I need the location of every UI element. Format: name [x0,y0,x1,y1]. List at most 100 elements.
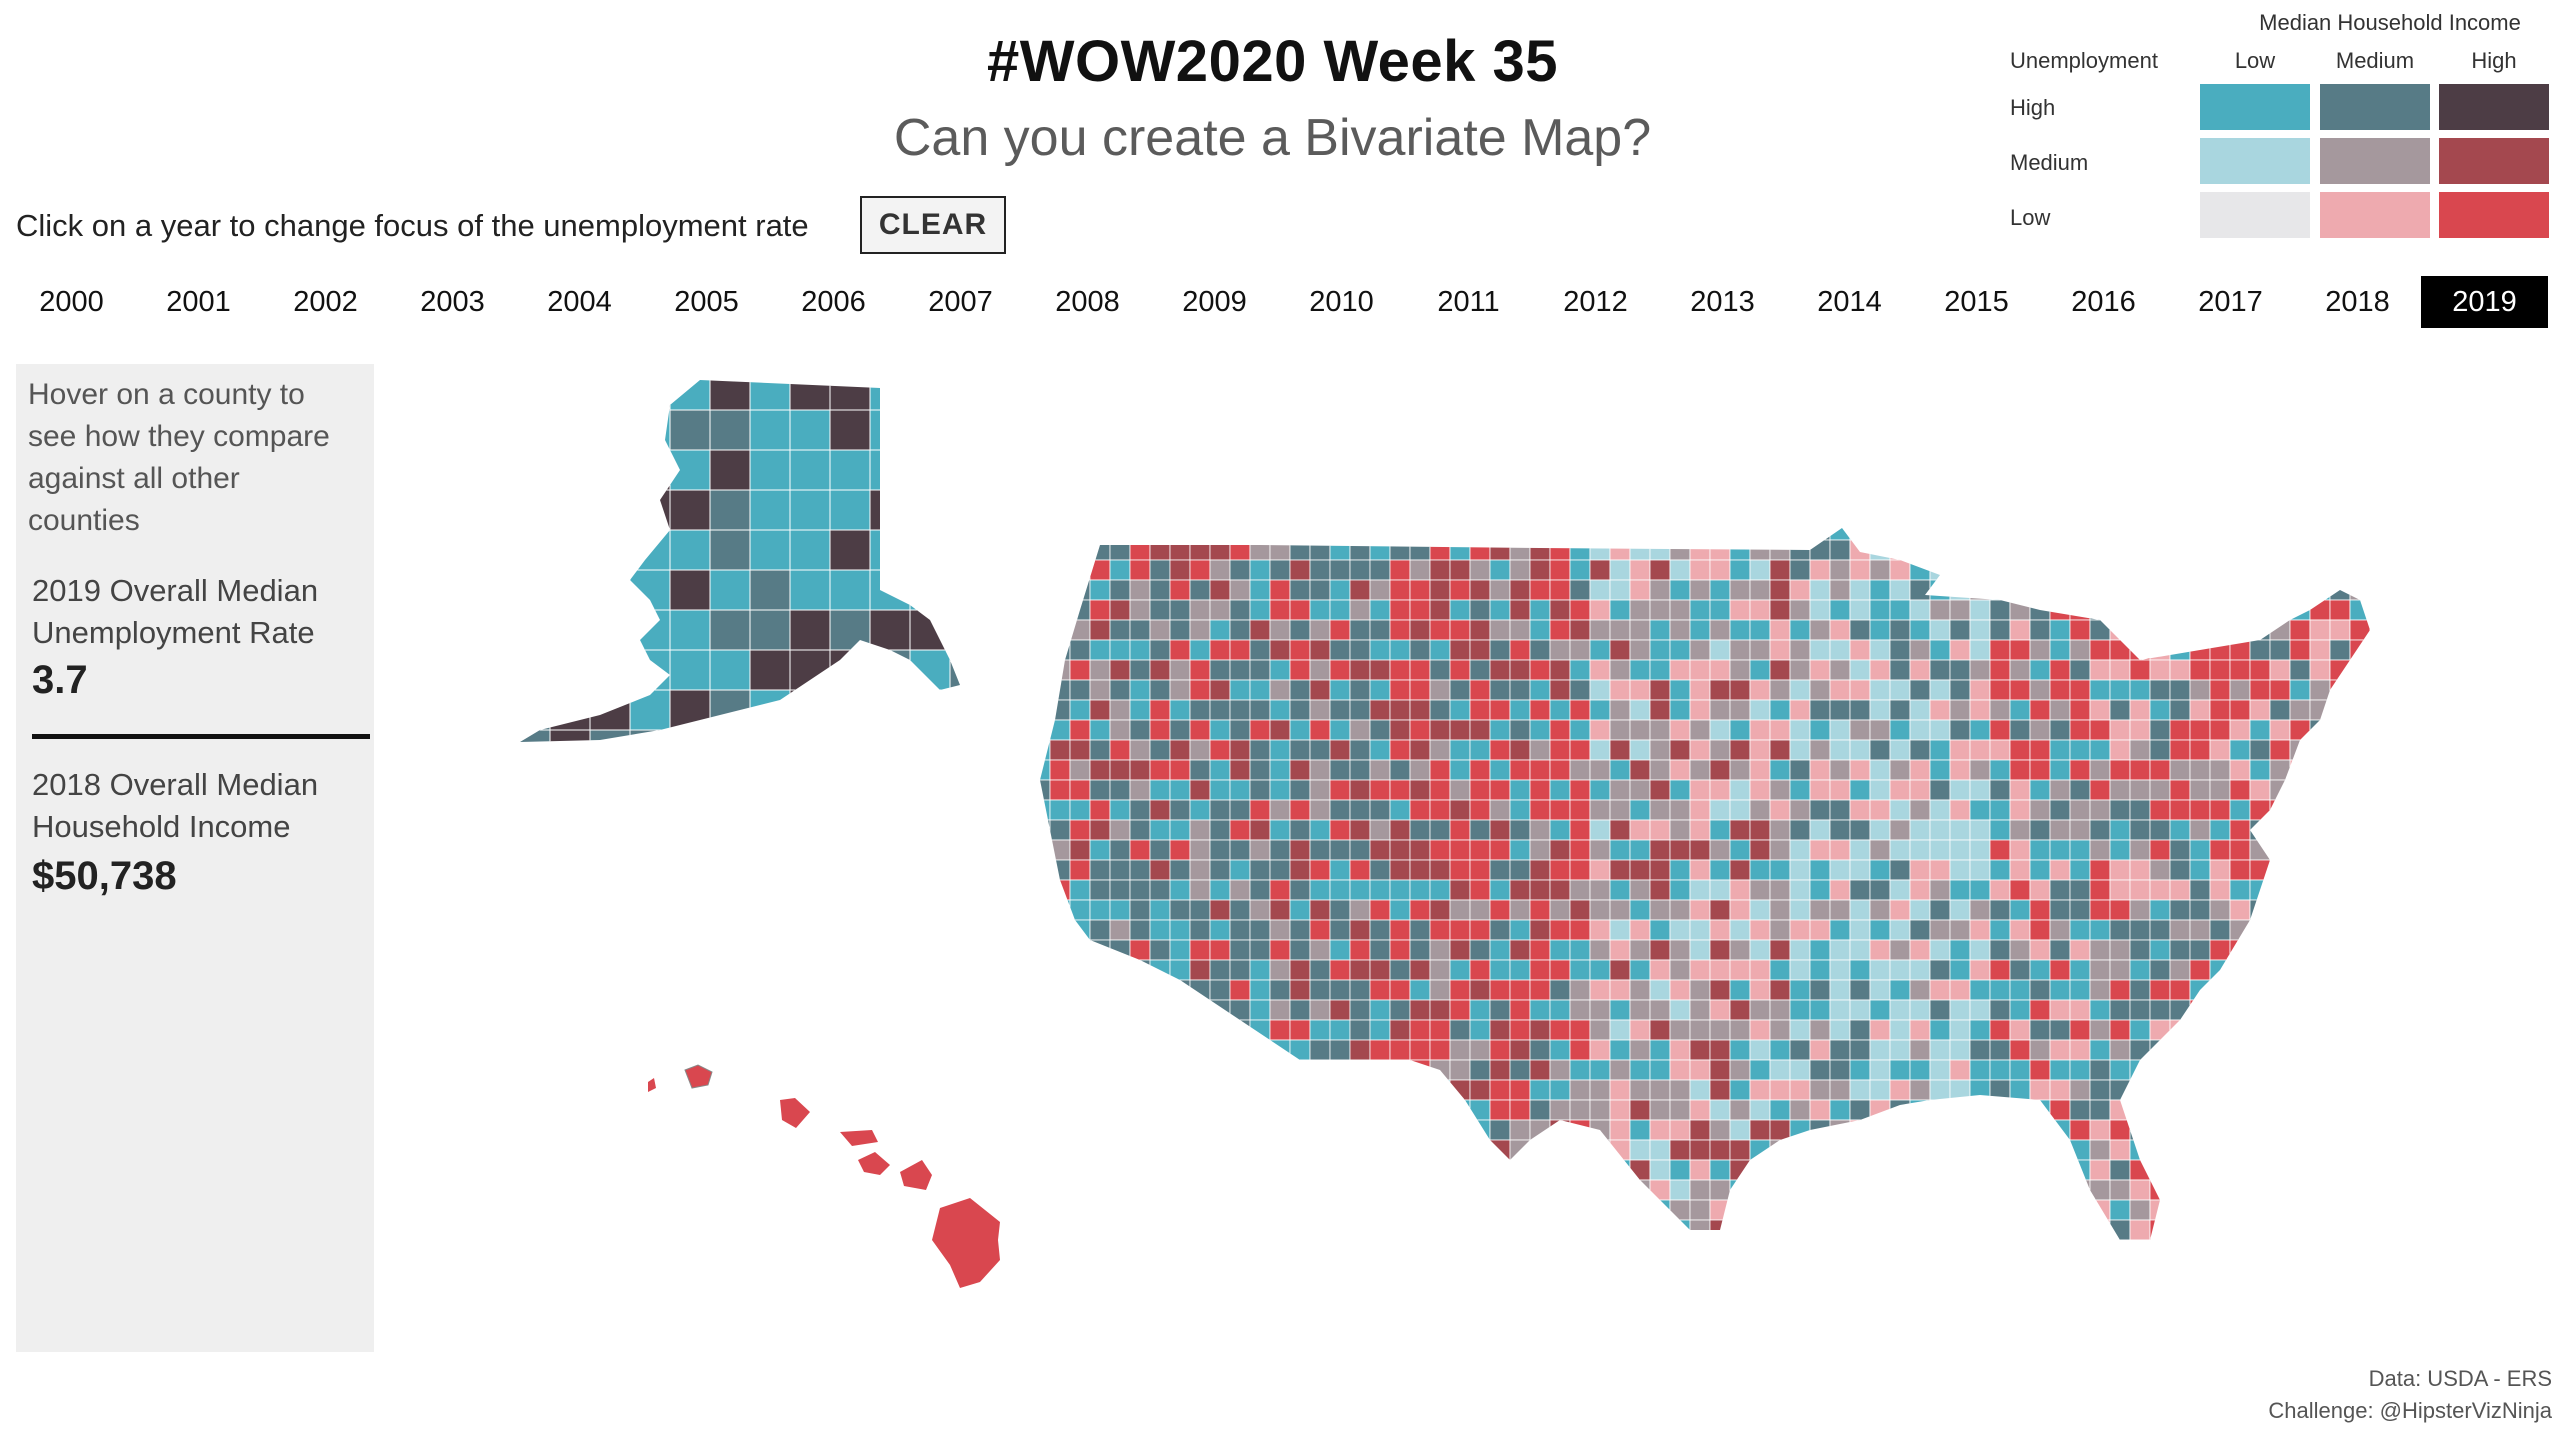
county-cell[interactable] [1809,759,1831,781]
county-cell[interactable] [2129,959,2151,981]
county-cell[interactable] [1109,679,1131,701]
year-2013[interactable]: 2013 [1690,285,1755,318]
county-cell[interactable] [1169,1119,1191,1141]
county-cell[interactable] [1249,1099,1271,1121]
county-cell[interactable] [1229,999,1251,1021]
county-cell[interactable] [1549,959,1571,981]
county-cell[interactable] [2089,699,2111,721]
county-cell[interactable] [1869,739,1891,761]
county-cell[interactable] [1309,1219,1331,1240]
county-cell[interactable] [1469,1199,1491,1221]
county-cell[interactable] [2189,739,2211,761]
county-cell[interactable] [1769,1099,1791,1121]
county-cell[interactable] [2289,779,2311,801]
county-cell[interactable] [1989,1019,2011,1041]
county-cell[interactable] [1489,999,1511,1021]
county-cell[interactable] [2309,639,2331,661]
county-cell[interactable] [2009,799,2031,821]
county-cell[interactable] [1389,1199,1411,1221]
county-cell[interactable] [829,569,871,611]
county-cell[interactable] [1389,759,1411,781]
county-cell[interactable] [2069,1219,2091,1240]
county-cell[interactable] [1729,1099,1751,1121]
county-cell[interactable] [1989,819,2011,841]
county-cell[interactable] [1889,699,1911,721]
county-cell[interactable] [1349,1239,1371,1260]
county-cell[interactable] [1809,1119,1831,1141]
county-cell[interactable] [629,370,671,411]
county-cell[interactable] [1429,859,1451,881]
county-cell[interactable] [1749,1159,1771,1181]
county-cell[interactable] [749,449,791,491]
county-cell[interactable] [2109,999,2131,1021]
county-cell[interactable] [1649,699,1671,721]
county-cell[interactable] [1729,520,1751,541]
county-cell[interactable] [1030,1179,1051,1201]
county-cell[interactable] [1329,759,1351,781]
county-cell[interactable] [1769,739,1791,761]
county-cell[interactable] [1689,539,1711,561]
county-cell[interactable] [2249,679,2271,701]
county-cell[interactable] [2329,779,2351,801]
county-cell[interactable] [2069,639,2091,661]
county-cell[interactable] [1189,1059,1211,1081]
county-cell[interactable] [1849,979,1871,1001]
county-cell[interactable] [1069,739,1091,761]
county-cell[interactable] [1249,539,1271,561]
county-cell[interactable] [1889,839,1911,861]
county-cell[interactable] [1889,879,1911,901]
county-cell[interactable] [1769,699,1791,721]
county-cell[interactable] [2169,919,2191,941]
county-cell[interactable] [2329,839,2351,861]
county-cell[interactable] [2089,659,2111,681]
county-cell[interactable] [1689,719,1711,741]
county-cell[interactable] [510,409,551,451]
county-cell[interactable] [2149,599,2171,621]
county-cell[interactable] [1269,859,1291,881]
county-cell[interactable] [1149,799,1171,821]
county-cell[interactable] [2109,1019,2131,1041]
county-cell[interactable] [1849,739,1871,761]
county-cell[interactable] [1449,839,1471,861]
county-cell[interactable] [2249,739,2271,761]
county-cell[interactable] [1689,619,1711,641]
county-cell[interactable] [2269,1199,2291,1221]
county-cell[interactable] [1829,579,1851,601]
county-cell[interactable] [2369,539,2390,561]
county-cell[interactable] [2049,879,2071,901]
county-cell[interactable] [2189,939,2211,961]
county-cell[interactable] [2129,859,2151,881]
county-cell[interactable] [1589,719,1611,741]
county-cell[interactable] [1169,699,1191,721]
county-cell[interactable] [1549,1079,1571,1101]
county-cell[interactable] [1349,919,1371,941]
county-cell[interactable] [1449,520,1471,541]
county-cell[interactable] [2209,559,2231,581]
county-cell[interactable] [2109,679,2131,701]
county-cell[interactable] [2149,899,2171,921]
county-cell[interactable] [1829,859,1851,881]
county-cell[interactable] [1609,1219,1631,1240]
county-cell[interactable] [2169,1179,2191,1201]
county-cell[interactable] [1549,559,1571,581]
county-cell[interactable] [1069,719,1091,741]
county-cell[interactable] [1909,1059,1931,1081]
county-cell[interactable] [1309,699,1331,721]
county-cell[interactable] [1049,1079,1071,1101]
county-cell[interactable] [2049,719,2071,741]
county-cell[interactable] [1769,919,1791,941]
county-cell[interactable] [1829,599,1851,621]
county-cell[interactable] [1129,639,1151,661]
county-cell[interactable] [549,409,591,451]
county-cell[interactable] [2309,1199,2331,1221]
county-cell[interactable] [1969,979,1991,1001]
county-cell[interactable] [1889,639,1911,661]
county-cell[interactable] [2229,539,2251,561]
county-cell[interactable] [1809,539,1831,561]
county-cell[interactable] [1409,659,1431,681]
county-cell[interactable] [1989,739,2011,761]
county-cell[interactable] [1249,819,1271,841]
county-cell[interactable] [2229,1099,2251,1121]
county-cell[interactable] [2169,559,2191,581]
county-cell[interactable] [1429,1139,1451,1161]
